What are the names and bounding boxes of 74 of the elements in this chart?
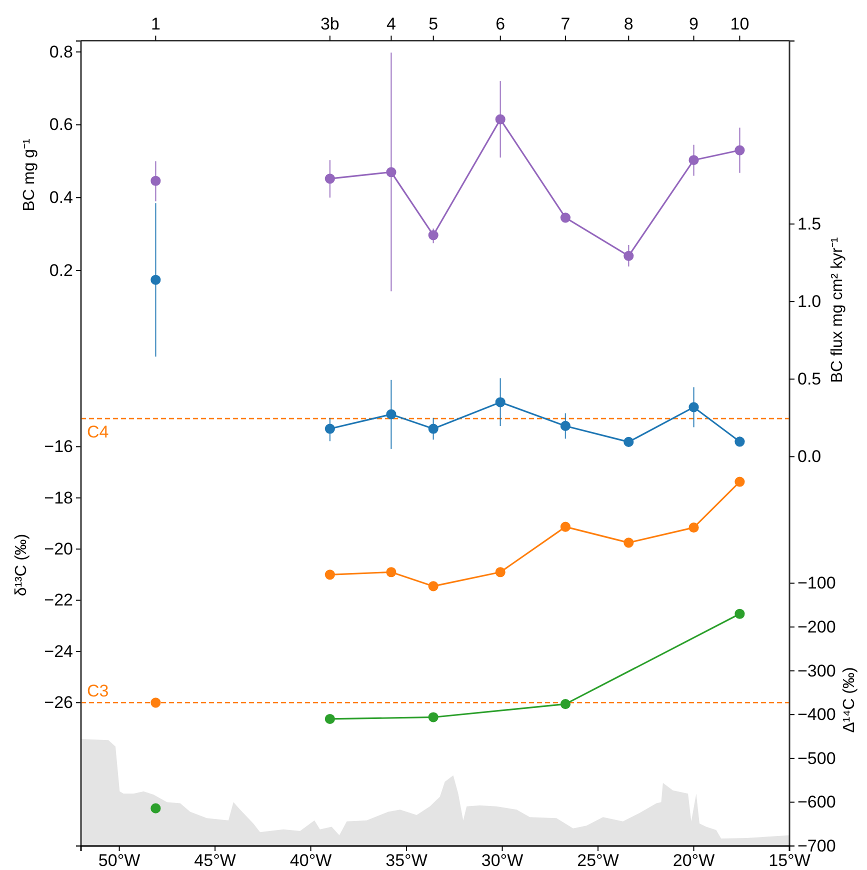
- point: [150, 698, 161, 708]
- point: [386, 409, 396, 420]
- y2-tick-label: −100: [798, 574, 836, 593]
- y-tick-label: 0.8: [49, 42, 73, 62]
- y-tick-label: −26: [44, 693, 73, 712]
- point: [495, 114, 506, 124]
- point: [734, 436, 745, 447]
- y-axis-title: δ¹³C (‰): [13, 534, 30, 596]
- point: [624, 538, 634, 548]
- y2-tick-label: 1.5: [798, 214, 822, 234]
- annotation: 3b: [320, 14, 340, 34]
- point: [386, 167, 396, 178]
- x-tick-label: 30°W: [481, 851, 524, 870]
- y-tick-label: −20: [44, 540, 73, 559]
- y-tick-label: −24: [44, 642, 73, 661]
- point: [428, 230, 438, 240]
- annotation: 6: [496, 14, 506, 34]
- point: [688, 522, 699, 533]
- point: [150, 803, 161, 814]
- point: [734, 145, 745, 156]
- point: [386, 567, 396, 578]
- annotation: 5: [428, 14, 438, 34]
- y-tick-label: −22: [44, 590, 73, 610]
- annotation: 8: [624, 14, 634, 34]
- x-tick-label: 40°W: [290, 851, 332, 870]
- point: [324, 174, 335, 184]
- y-axis-title: BC mg g⁻¹: [21, 138, 38, 212]
- ref-line-label: C4: [87, 422, 109, 442]
- point: [495, 397, 506, 408]
- x-tick-label: 20°W: [672, 851, 715, 870]
- point: [150, 274, 161, 285]
- point: [734, 476, 745, 487]
- point: [428, 581, 438, 592]
- point: [324, 570, 335, 580]
- y-tick-label: −16: [44, 437, 73, 456]
- annotation: 1: [150, 14, 160, 34]
- point: [495, 567, 506, 578]
- x-tick-label: 50°W: [98, 851, 140, 870]
- y2-axis-title: Δ¹⁴C (‰): [841, 667, 858, 733]
- y2-tick-label: −200: [798, 617, 836, 636]
- y2-tick-label: 0.5: [798, 370, 822, 389]
- x-tick-label: 35°W: [386, 851, 428, 870]
- annotation: 10: [730, 14, 750, 34]
- point: [560, 522, 571, 532]
- point: [428, 424, 438, 434]
- y-tick-label: 0.6: [49, 115, 73, 134]
- y2-tick-label: −500: [798, 748, 836, 768]
- ref-line-label: C3: [87, 682, 109, 701]
- y2-tick-label: −400: [798, 705, 836, 724]
- point: [324, 714, 335, 724]
- point: [428, 712, 438, 722]
- y-tick-label: 0.2: [49, 260, 73, 280]
- annotation: 4: [386, 14, 396, 34]
- point: [624, 250, 634, 261]
- point: [560, 420, 571, 432]
- y2-tick-label: −300: [798, 661, 836, 680]
- point: [688, 155, 699, 166]
- y2-tick-label: 1.0: [798, 292, 822, 312]
- point: [624, 436, 634, 447]
- point: [560, 212, 571, 223]
- point: [324, 424, 335, 434]
- annotation: 7: [560, 14, 570, 34]
- y2-tick-label: 0.0: [798, 447, 822, 466]
- annotation: 9: [689, 14, 698, 34]
- point: [688, 402, 699, 412]
- point: [150, 176, 161, 186]
- x-tick-label: 25°W: [577, 851, 619, 870]
- point: [734, 608, 745, 619]
- y-tick-label: −18: [44, 488, 73, 508]
- point: [560, 699, 571, 710]
- y-tick-label: 0.4: [49, 188, 73, 208]
- y2-tick-label: −600: [798, 792, 836, 812]
- x-tick-label: 45°W: [194, 851, 236, 870]
- y2-axis-title: BC flux mg cm² kyr⁻¹: [829, 237, 846, 383]
